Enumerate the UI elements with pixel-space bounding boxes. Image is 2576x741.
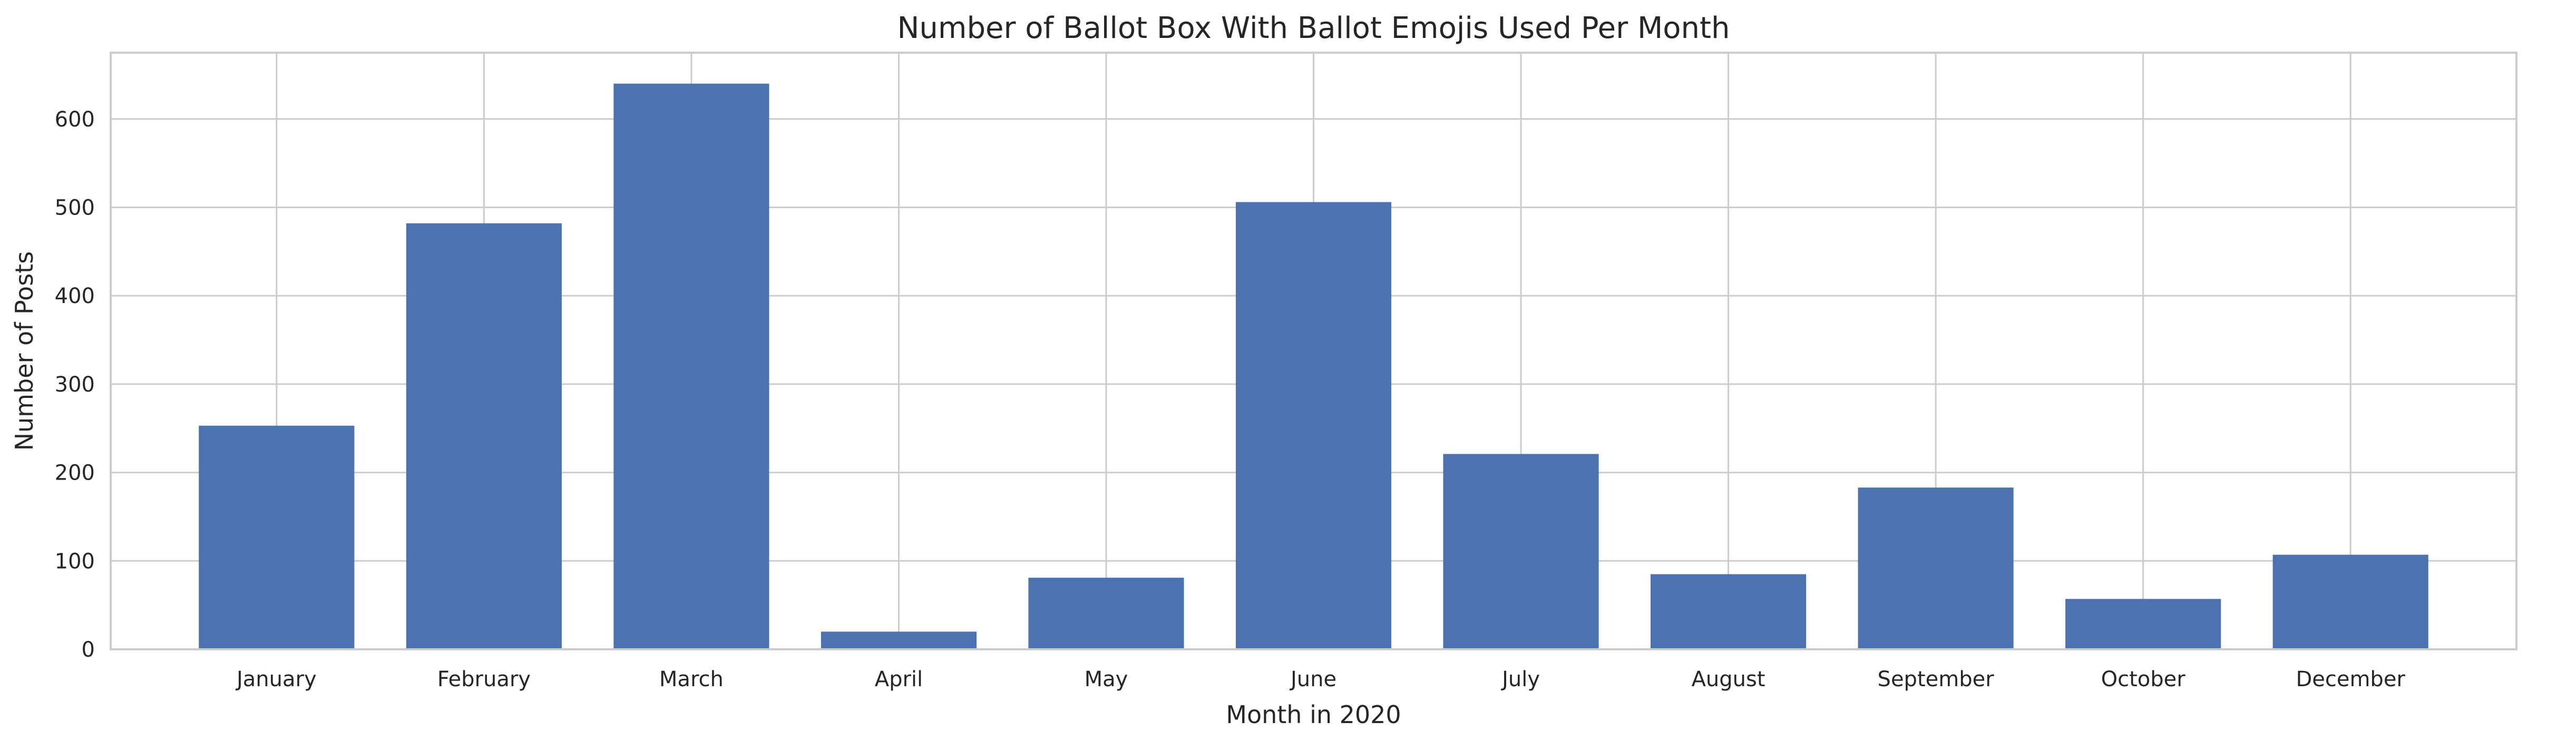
bar-march xyxy=(613,83,769,649)
bar-september xyxy=(1858,487,2014,649)
bar-august xyxy=(1650,574,1807,649)
bar-january xyxy=(199,425,355,649)
x-tick-label: February xyxy=(437,667,531,691)
x-axis-label: Month in 2020 xyxy=(1226,700,1401,729)
bar-layer xyxy=(199,83,2428,649)
y-tick-label: 200 xyxy=(55,461,95,485)
y-tick-label: 0 xyxy=(82,638,95,662)
y-tick-label: 300 xyxy=(55,373,95,397)
x-tick-label: June xyxy=(1289,667,1336,691)
y-tick-labels: 0 100 200 300 400 500 600 xyxy=(55,108,95,662)
x-tick-label: March xyxy=(659,667,724,691)
bar-may xyxy=(1028,578,1184,649)
x-tick-label: September xyxy=(1878,667,1995,691)
x-tick-label: July xyxy=(1500,667,1540,691)
bar-february xyxy=(406,223,562,649)
x-tick-label: October xyxy=(2101,667,2186,691)
bar-july xyxy=(1443,454,1599,649)
plot-frame xyxy=(110,52,2518,650)
x-tick-label: April xyxy=(875,667,923,691)
y-axis-label: Number of Posts xyxy=(10,251,38,451)
x-tick-label: January xyxy=(235,667,317,691)
bar-april xyxy=(821,631,977,649)
bar-june xyxy=(1235,202,1392,649)
y-tick-label: 600 xyxy=(55,108,95,132)
x-tick-labels: January February March April May June July Augu… xyxy=(235,667,2405,691)
x-tick-label: August xyxy=(1692,667,1765,691)
x-tick-label: May xyxy=(1085,667,1128,691)
bar-october xyxy=(2065,599,2221,649)
bar-december xyxy=(2272,554,2428,649)
chart-title: Number of Ballot Box With Ballot Emojis … xyxy=(897,11,1730,45)
y-tick-label: 400 xyxy=(55,284,95,308)
y-tick-label: 100 xyxy=(55,549,95,573)
x-tick-label: December xyxy=(2296,667,2405,691)
y-tick-label: 500 xyxy=(55,196,95,220)
